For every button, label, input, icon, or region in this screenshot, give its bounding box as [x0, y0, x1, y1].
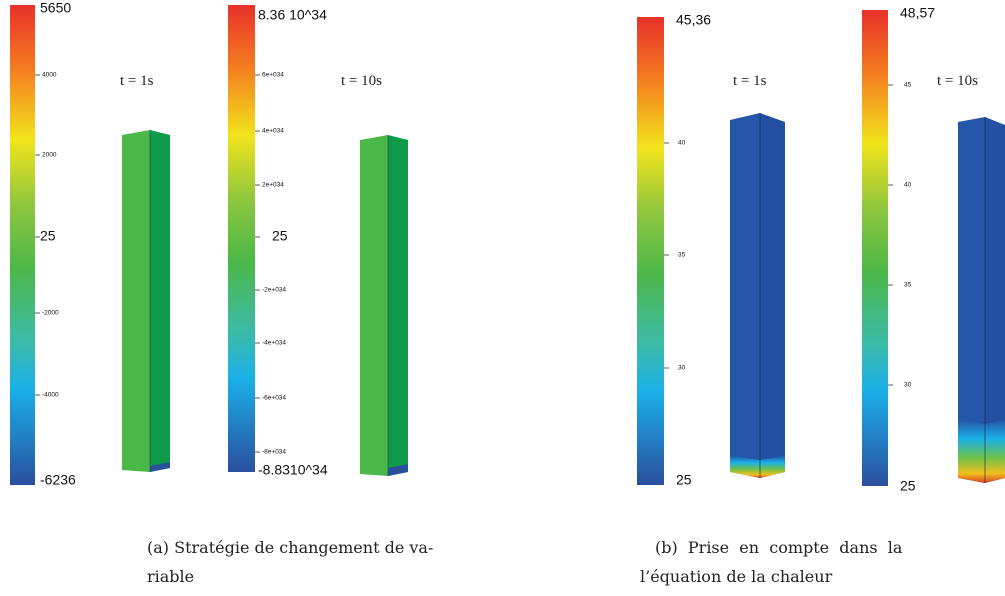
colorbar-tick: -2e+034 — [262, 287, 286, 294]
column — [730, 113, 785, 478]
caption: (a) Stratégie de changement de va- — [147, 538, 433, 557]
colorbar-tick: 35 — [904, 282, 912, 289]
colorbar-tick: 40 — [678, 140, 686, 147]
colorbar-max: 5650 — [40, 0, 71, 16]
colorbar-min: -6236 — [40, 472, 76, 488]
time-label: t = 10s — [341, 73, 382, 89]
colorbar-tick: 4e+034 — [262, 128, 284, 135]
time-label: t = 1s — [120, 73, 154, 89]
colorbar — [228, 5, 255, 472]
time-label: t = 1s — [733, 73, 767, 89]
tick-marks — [35, 74, 893, 453]
colorbar-max: 45,36 — [676, 12, 711, 28]
colorbar-mid: 25 — [40, 228, 56, 244]
column — [958, 117, 1005, 483]
colorbar-tick: 2000 — [42, 152, 57, 159]
colorbar-tick: -2000 — [42, 310, 59, 317]
colorbar-max: 8.36 10^34 — [258, 7, 327, 23]
colorbar-tick: 40 — [904, 182, 912, 189]
colorbar-tick: -6e+034 — [262, 395, 286, 402]
colorbar-min: 25 — [900, 478, 916, 494]
colorbar-tick: 6e+034 — [262, 72, 284, 79]
caption: (b) Prise en compte dans la — [655, 538, 903, 557]
colorbar-tick: 2e+034 — [262, 182, 284, 189]
colorbar-tick: 45 — [904, 82, 912, 89]
colorbar-tick: 4000 — [42, 72, 57, 79]
colorbar-tick: 35 — [678, 252, 686, 259]
colorbar-min: 25 — [676, 472, 692, 488]
caption: riable — [147, 567, 194, 586]
colorbar-max: 48,57 — [900, 5, 935, 21]
colorbar-tick: -8e+034 — [262, 449, 286, 456]
colorbar-tick: -4e+034 — [262, 340, 286, 347]
colorbar — [10, 5, 35, 485]
colorbar-tick: -4000 — [42, 392, 59, 399]
time-label: t = 10s — [937, 73, 978, 89]
column — [360, 135, 408, 476]
caption: l’équation de la chaleur — [640, 567, 833, 586]
colorbar-min: -8.8310^34 — [258, 462, 328, 478]
column — [122, 130, 170, 472]
colorbar-tick: 30 — [904, 382, 912, 389]
colorbar — [637, 17, 664, 485]
colorbar-mid: 25 — [272, 228, 288, 244]
colorbar-tick: 30 — [678, 365, 686, 372]
colorbar — [862, 10, 888, 486]
